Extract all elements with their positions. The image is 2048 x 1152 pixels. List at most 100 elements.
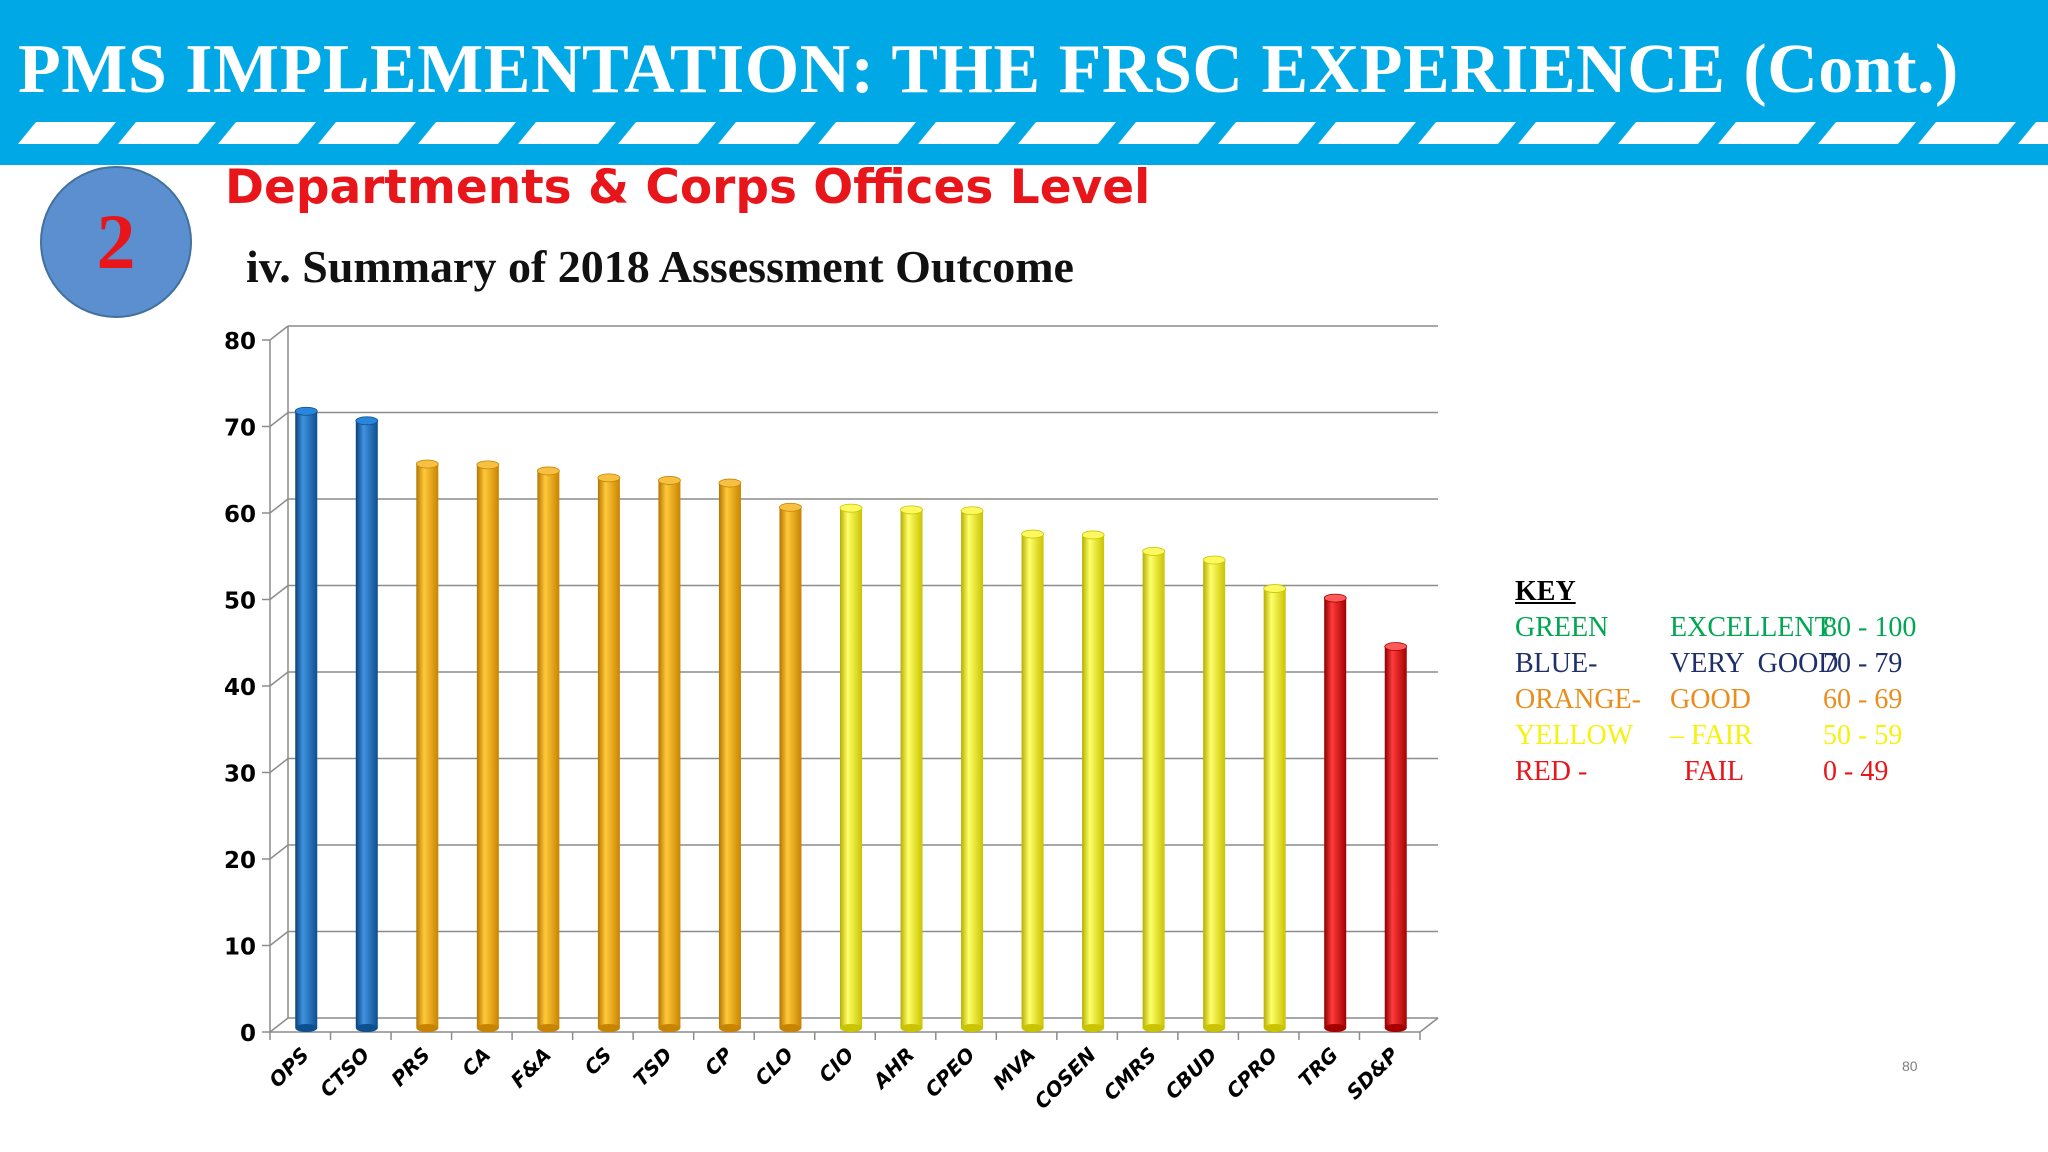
stripe-dash <box>2018 122 2048 144</box>
bar-body <box>537 470 560 1028</box>
stripe-dash <box>1618 122 1716 144</box>
stripe-dash <box>318 122 416 144</box>
chart-axes: 0 10 20 30 40 50 60 70 80 <box>224 325 1439 1047</box>
bar-base <box>779 1024 802 1032</box>
stripe-dash <box>518 122 616 144</box>
stripe-dash <box>818 122 916 144</box>
bar-COSEN <box>1081 530 1105 1032</box>
bar-CS <box>597 473 621 1032</box>
x-tick-label: CIO <box>814 1043 859 1088</box>
bar-cap <box>900 505 923 515</box>
bar-AHR <box>900 505 923 1032</box>
key-rating: GOOD <box>1670 684 1751 715</box>
bar-body <box>900 509 923 1028</box>
x-tick-labels: OPS CTSO PRS CA F&A CS TSD CP CLO CIO AHR CPEO MVACO… <box>264 1042 1403 1113</box>
key-row: GREEN EXCELLENT 80 - 100 <box>1515 610 2015 646</box>
x-tick-label: CLO <box>750 1043 798 1091</box>
grid-floor-line <box>269 411 289 428</box>
bar-cap <box>476 460 500 470</box>
bar-body <box>476 464 499 1028</box>
y-tick-label: 80 <box>224 329 256 355</box>
bar-SD&P <box>1384 642 1408 1032</box>
x-tick-label: CS <box>579 1043 616 1080</box>
bar-base <box>1384 1024 1407 1032</box>
x-tick-label: SD&P <box>1342 1042 1404 1104</box>
bar-base <box>295 1024 318 1032</box>
stripe-dash <box>1218 122 1316 144</box>
stripe-dash <box>1518 122 1616 144</box>
bar-F&A <box>536 466 560 1032</box>
bar-CA <box>476 460 500 1032</box>
bar-body <box>840 508 862 1028</box>
grid-floor-line <box>269 757 289 774</box>
section-number: 2 <box>96 198 136 285</box>
page-number: 80 <box>1902 1058 1918 1074</box>
bar-cap <box>658 476 681 485</box>
x-tick-label: COSEN <box>1030 1042 1101 1113</box>
bar-CTSO <box>355 416 379 1032</box>
grid-floor-line <box>269 671 289 687</box>
key-row: RED - FAIL 0 - 49 <box>1515 754 2015 790</box>
x-tick-label: OPS <box>264 1043 314 1093</box>
bar-cap <box>294 406 318 416</box>
x-tick-label: CBUD <box>1160 1043 1221 1104</box>
key-rating: FAIL <box>1670 756 1745 787</box>
bar-cap <box>1384 642 1408 651</box>
y-tick-label: 10 <box>224 935 256 961</box>
bar-body <box>1263 588 1286 1028</box>
bar-base <box>718 1024 741 1032</box>
x-tick-label: CPRO <box>1222 1043 1283 1104</box>
bar-CIO <box>839 503 863 1032</box>
bar-body <box>1142 551 1165 1028</box>
bar-body <box>658 480 681 1029</box>
stripe-dash <box>1918 122 2016 144</box>
bar-body <box>718 483 741 1028</box>
bar-base <box>416 1024 439 1032</box>
y-tick-label: 40 <box>224 675 256 701</box>
slide-title: PMS IMPLEMENTATION: THE FRSC EXPERIENCE … <box>18 31 1959 108</box>
bar-base <box>537 1024 560 1032</box>
key-color-label: BLUE- <box>1515 648 1598 679</box>
x-tick-label: TSD <box>628 1043 677 1092</box>
key-range: 80 - 100 <box>1823 612 1917 643</box>
bar-TRG <box>1323 593 1347 1032</box>
grid-floor-line <box>269 930 289 947</box>
bar-base <box>355 1024 378 1032</box>
bar-OPS <box>294 406 318 1032</box>
bar-body <box>416 464 439 1028</box>
key-rating: – FAIR <box>1670 720 1753 751</box>
bar-cap <box>1142 546 1166 556</box>
bars <box>294 406 1408 1032</box>
key-range: 50 - 59 <box>1823 720 1903 751</box>
chart-subtitle: iv. Summary of 2018 Assessment Outcome <box>246 241 1074 292</box>
bar-PRS <box>415 459 439 1032</box>
y-tick-label: 60 <box>224 502 256 528</box>
bar-cap <box>1263 584 1287 593</box>
stripe-dash <box>18 122 116 144</box>
x-tick-label: CA <box>457 1043 495 1081</box>
bar-body <box>1021 534 1044 1028</box>
bar-base <box>1082 1024 1105 1032</box>
banner-stripe <box>0 118 2048 148</box>
bar-cap <box>597 473 621 483</box>
x-tick-label: TRG <box>1294 1043 1343 1092</box>
bar-base <box>1263 1024 1286 1032</box>
y-tick-label: 30 <box>224 762 256 788</box>
bar-CPEO <box>960 506 984 1032</box>
bar-body <box>1324 598 1347 1028</box>
bar-base <box>597 1024 620 1032</box>
y-tick-label: 20 <box>224 848 256 874</box>
bar-body <box>779 507 802 1028</box>
bar-CLO <box>779 502 802 1032</box>
bar-body <box>1082 534 1105 1028</box>
stripe-dash <box>1318 122 1416 144</box>
key-rating: VERY GOOD <box>1670 648 1839 679</box>
title-banner: PMS IMPLEMENTATION: THE FRSC EXPERIENCE … <box>0 0 2048 165</box>
bar-base <box>476 1024 499 1032</box>
bar-base <box>961 1024 984 1032</box>
stripe-dash <box>1418 122 1516 144</box>
stripe-dash <box>218 122 316 144</box>
bar-cap <box>960 506 984 516</box>
bar-cap <box>415 459 439 469</box>
bar-TSD <box>658 476 681 1032</box>
